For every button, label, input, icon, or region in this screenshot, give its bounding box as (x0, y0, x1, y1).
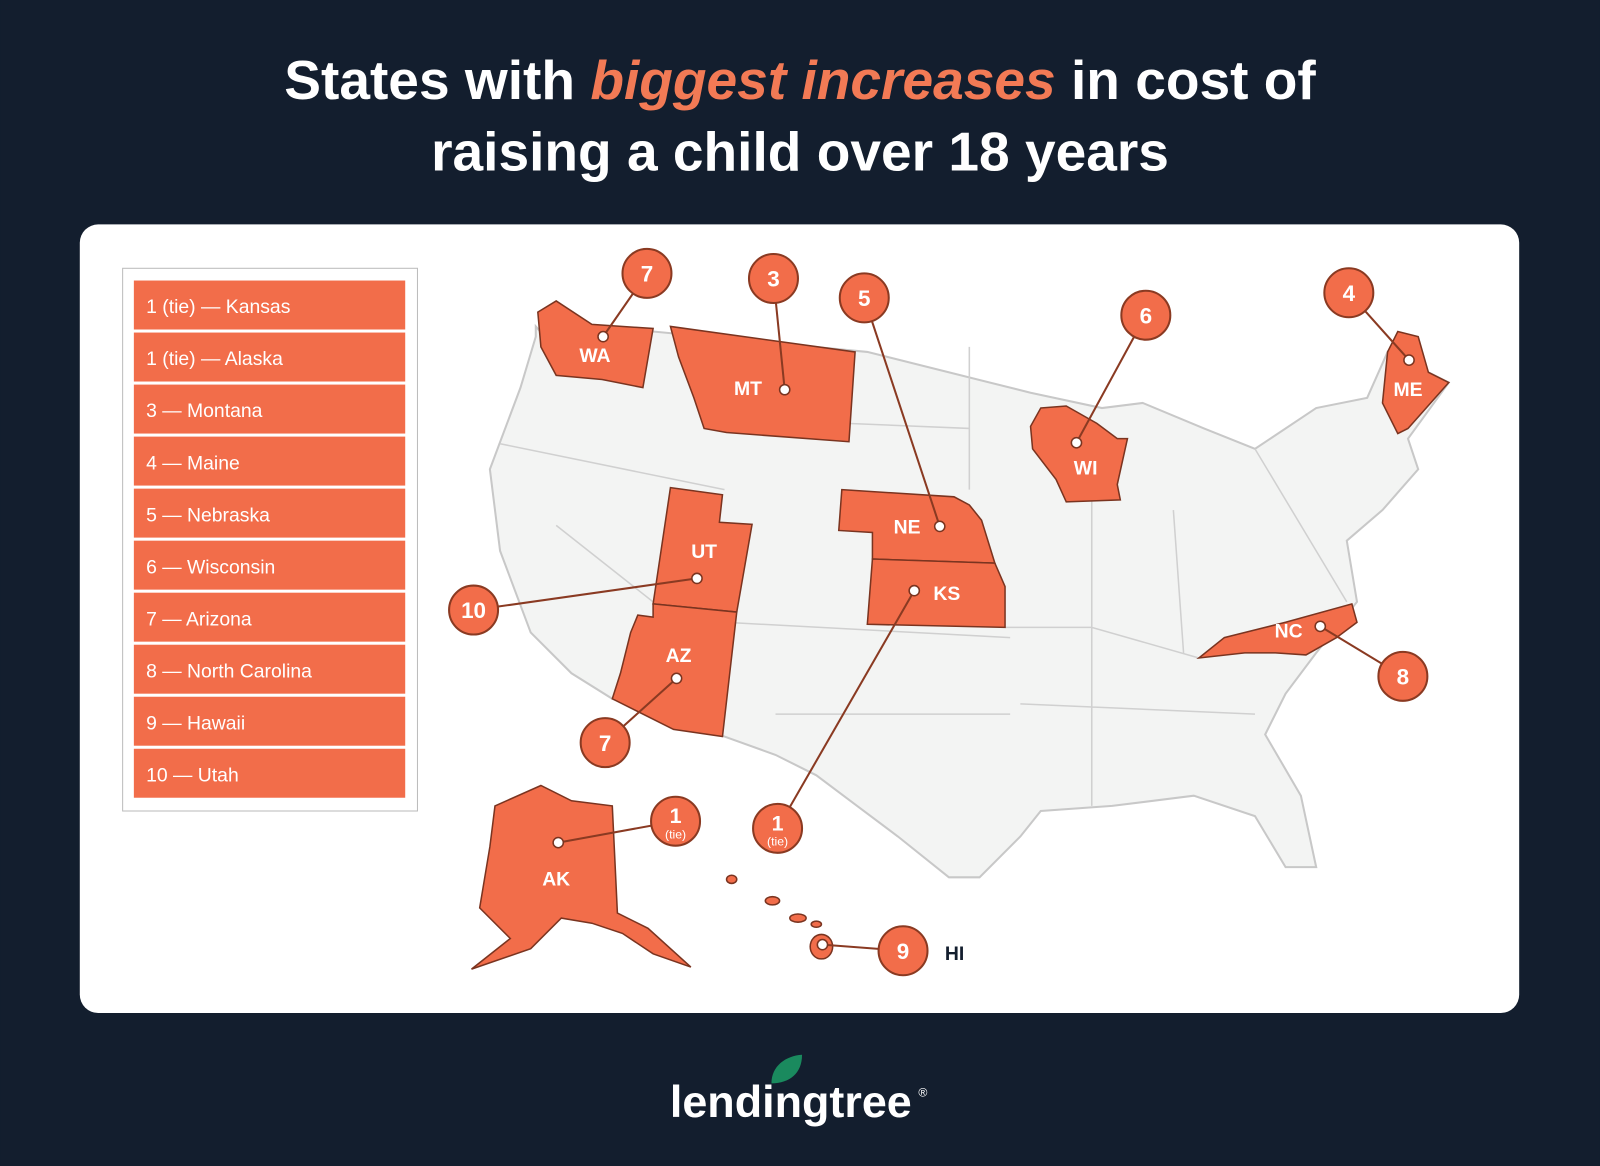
legend-item (133, 540, 406, 590)
state-dot (691, 572, 703, 585)
state-shape (611, 603, 738, 738)
rank-badge (1377, 650, 1429, 702)
state-shape (537, 300, 655, 389)
rank-number: 1 (670, 804, 682, 828)
rank-number: 3 (767, 267, 779, 292)
rank-badge (1120, 289, 1172, 341)
state-shape (725, 874, 834, 960)
state-dot (933, 520, 946, 533)
rank-number: 7 (641, 262, 653, 287)
legend: 1 (tie) — Kansas 1 (tie) — Alaska 3 — Mont… (133, 280, 406, 798)
legend-item (133, 696, 406, 746)
rank-badge (621, 247, 673, 299)
state-shape (471, 784, 692, 970)
legend-item (133, 332, 406, 382)
rank-number: 7 (599, 731, 611, 756)
state-label: NE (894, 517, 921, 539)
legend-label: 10 — Utah (146, 764, 239, 786)
rank-badge (838, 272, 890, 324)
legend-item (133, 384, 406, 434)
title-highlight: biggest increases (590, 49, 1055, 111)
legend-label: 8 — North Carolina (146, 660, 312, 682)
state-shape (866, 558, 1006, 629)
legend-label: 3 — Montana (146, 400, 263, 422)
state-label: UT (691, 541, 717, 563)
logo-leaf (771, 1054, 803, 1084)
title-part: States with (284, 49, 590, 111)
state-shape (669, 325, 856, 443)
state-dot (816, 938, 829, 951)
state-dot (908, 584, 921, 597)
legend-label: 4 — Maine (146, 452, 240, 474)
rank-note: (tie) (665, 828, 686, 842)
state-dot (1070, 436, 1083, 449)
state-shape (1381, 330, 1451, 435)
state-dot (1314, 620, 1327, 633)
state-label: AZ (666, 645, 692, 667)
state-label: ME (1393, 379, 1422, 401)
state-label: AK (542, 868, 570, 890)
logo-text: lendingtree (670, 1076, 912, 1127)
legend-label: 1 (tie) — Kansas (146, 296, 290, 318)
state-dot (1403, 354, 1415, 366)
rank-note: (tie) (767, 835, 788, 849)
connector (863, 297, 941, 527)
legend-label: 1 (tie) — Alaska (146, 348, 283, 370)
rank-number: 9 (897, 939, 909, 964)
state-dot (778, 383, 791, 396)
state-label: NC (1275, 621, 1303, 643)
rank-number: 6 (1140, 303, 1152, 328)
rank-badge (448, 584, 500, 636)
rank-badge (877, 925, 929, 977)
legend-item (133, 592, 406, 642)
rank-number: 1 (772, 811, 784, 835)
rank-number: 10 (461, 598, 486, 623)
rank-badge (579, 717, 631, 769)
title-part: in cost of (1056, 49, 1317, 111)
legend-label: 7 — Arizona (146, 608, 252, 630)
legend-item (133, 748, 406, 798)
rank-badge (752, 802, 804, 854)
state-shape (1196, 602, 1358, 660)
state-label: HI (945, 943, 964, 965)
rank-badge (650, 795, 702, 847)
legend-label: 9 — Hawaii (146, 712, 245, 734)
rank-number: 8 (1397, 665, 1409, 690)
state-label: MT (734, 378, 762, 400)
rank-badge (1323, 267, 1375, 319)
title: States with biggest increases in cost of (284, 49, 1316, 111)
rank-number: 5 (858, 286, 870, 311)
state-dot (552, 836, 565, 849)
markers: WA7MT3NE5WI6ME4UT10AZ7KS1(tie)NC8AK1(tie… (448, 247, 1429, 977)
state-borders (499, 346, 1348, 806)
connector (473, 577, 698, 612)
state-label: WI (1074, 457, 1098, 479)
state-label: KS (933, 583, 960, 605)
state-dot (670, 672, 683, 685)
logo: lendingtree ® (670, 1054, 927, 1127)
legend-item (133, 488, 406, 538)
logo-mark: ® (918, 1086, 927, 1100)
title: raising a child over 18 years (431, 120, 1169, 182)
rank-badge (747, 252, 799, 304)
state-dot (597, 330, 609, 343)
legend-item (133, 280, 406, 330)
legend-item (133, 644, 406, 694)
state-shape (1029, 405, 1129, 503)
legend-item (133, 436, 406, 486)
map (471, 300, 1451, 970)
rank-number: 4 (1343, 281, 1356, 306)
state-label: WA (579, 345, 610, 367)
connector (776, 590, 916, 829)
legend-label: 5 — Nebraska (146, 504, 270, 526)
legend-label: 6 — Wisconsin (146, 556, 275, 578)
